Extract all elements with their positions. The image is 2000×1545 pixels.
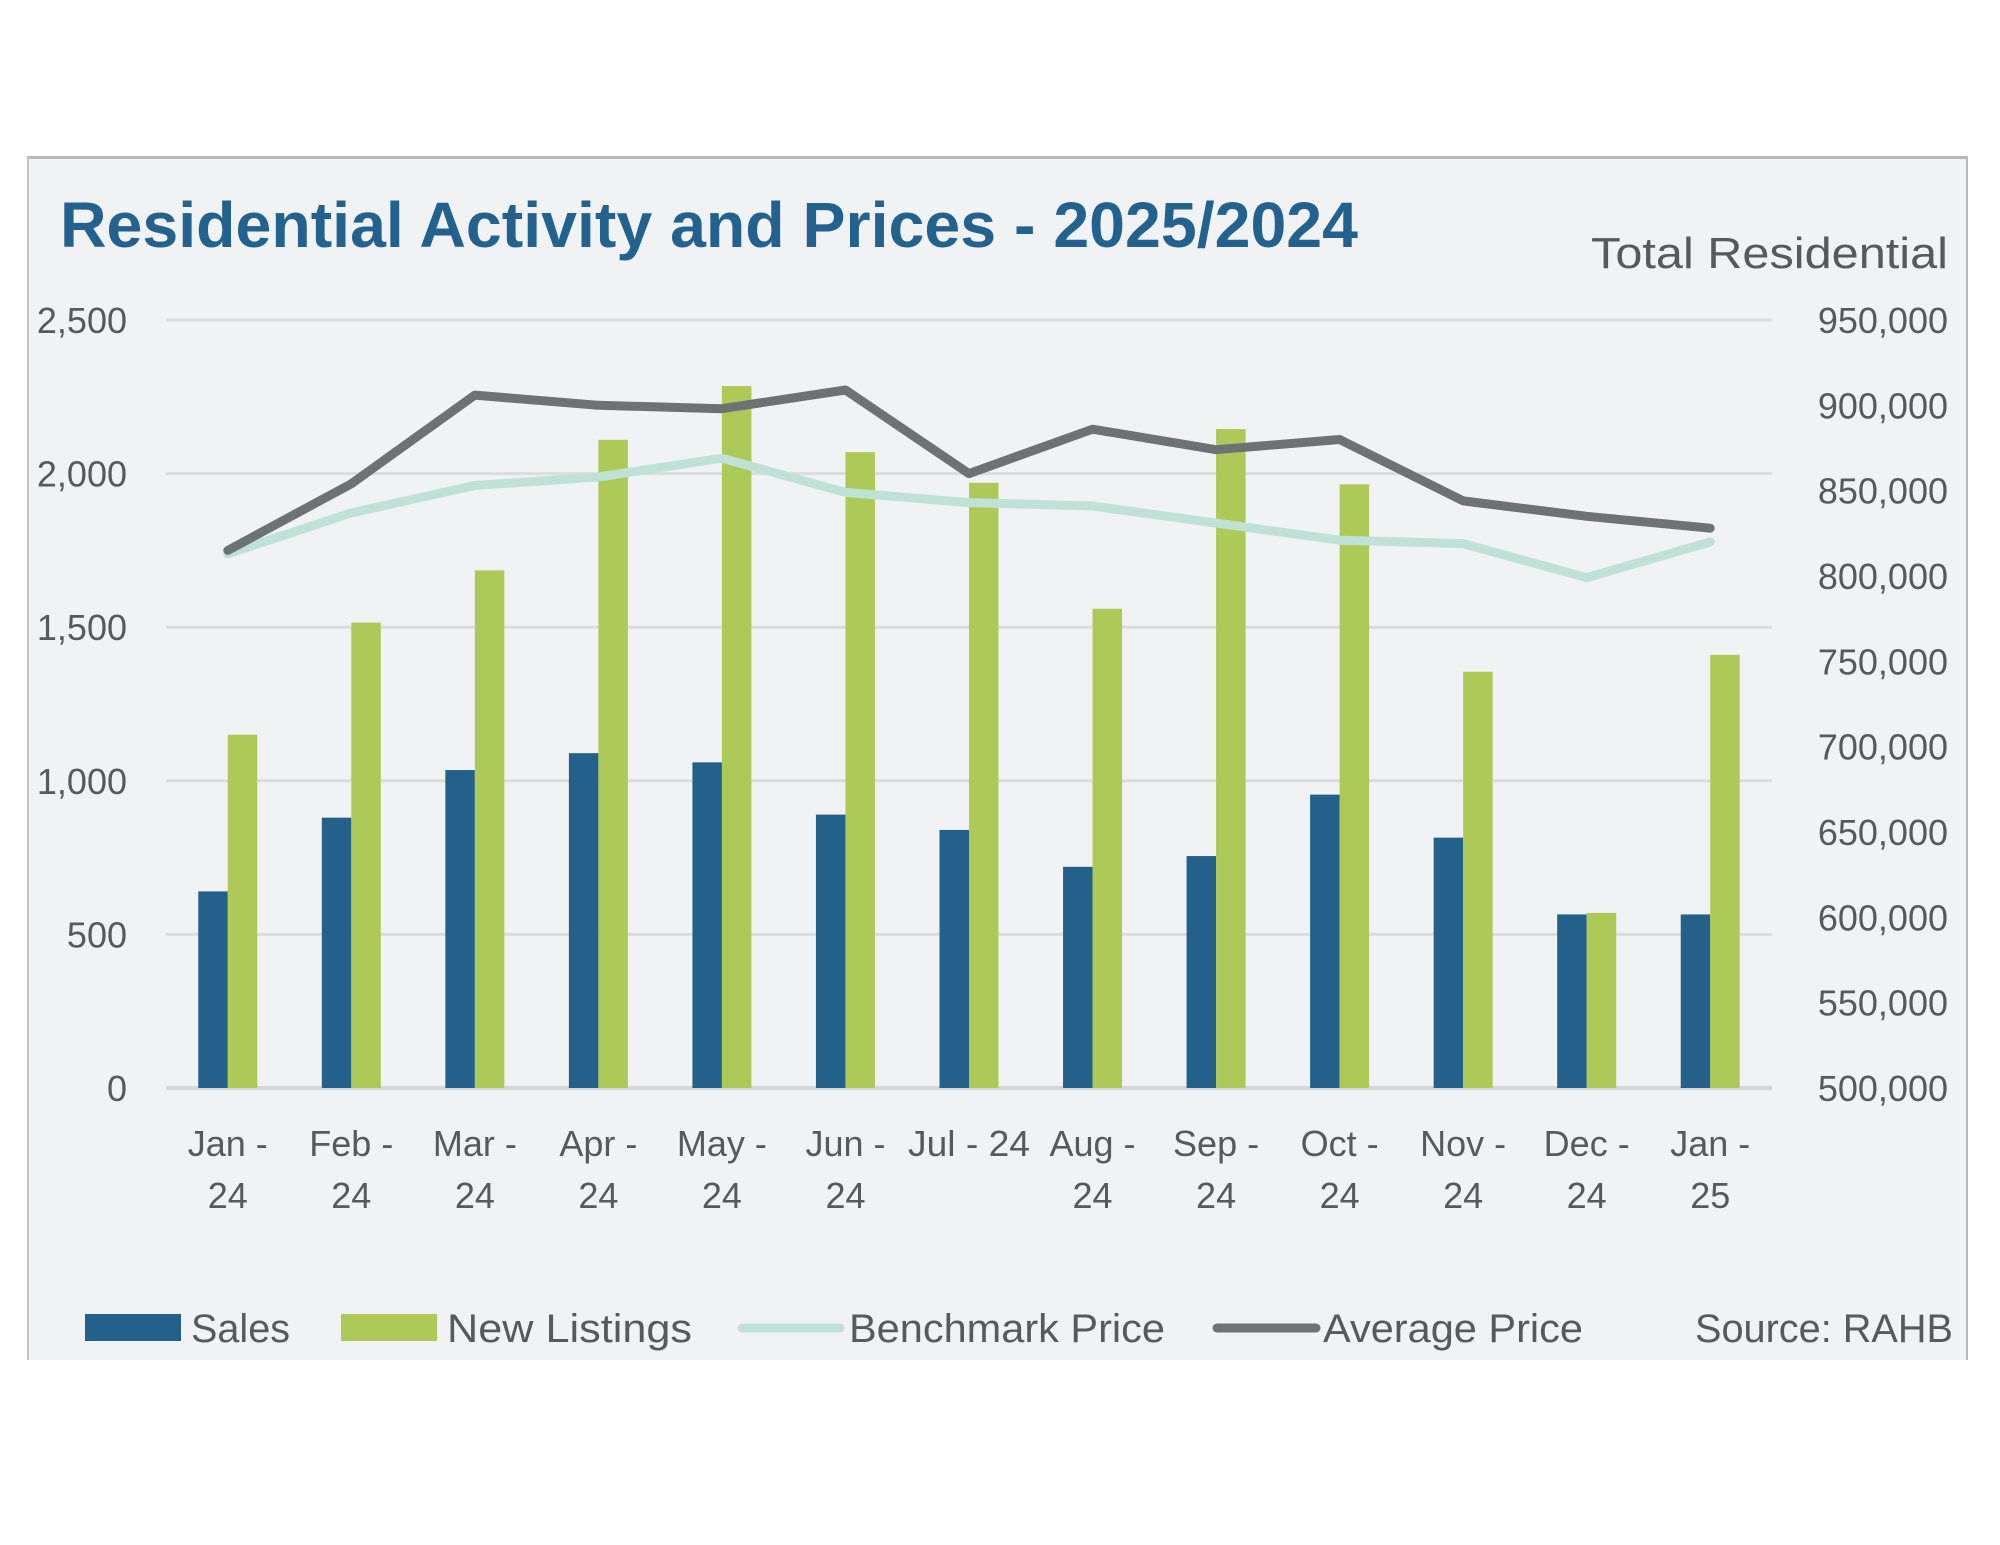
x-tick-label: Jan - bbox=[188, 1123, 268, 1164]
bar-new-listings bbox=[1586, 912, 1617, 1088]
line-average-price bbox=[223, 385, 1715, 555]
x-tick-label: 24 bbox=[825, 1175, 865, 1216]
x-tick-label: 24 bbox=[331, 1175, 371, 1216]
left-tick-label: 2,000 bbox=[37, 454, 127, 495]
legend-label-new-listings: New Listings bbox=[447, 1307, 692, 1351]
legend-label-benchmark-price: Benchmark Price bbox=[849, 1307, 1165, 1351]
lines bbox=[223, 385, 1715, 583]
bar-sales bbox=[445, 770, 475, 1088]
bars bbox=[198, 386, 1740, 1089]
bar-sales bbox=[198, 891, 228, 1088]
bar-new-listings bbox=[1216, 429, 1246, 1088]
x-tick-label: Nov - bbox=[1420, 1123, 1506, 1164]
bar-new-listings bbox=[1092, 608, 1123, 1088]
bar-sales bbox=[1063, 866, 1093, 1088]
bar-sales bbox=[692, 762, 722, 1088]
x-tick-label: 24 bbox=[208, 1175, 248, 1216]
bar-new-listings bbox=[1339, 484, 1370, 1088]
legend-swatch-new-listings bbox=[341, 1314, 437, 1341]
x-tick-label: Jul - 24 bbox=[908, 1123, 1030, 1164]
line-benchmark-price bbox=[223, 453, 1715, 583]
legend-label-sales: Sales bbox=[191, 1307, 290, 1351]
bar-new-listings bbox=[969, 482, 999, 1088]
x-axis-labels: Jan - 24 Feb - 24 Mar - 24 Apr - 24 May - 24 Jun -… bbox=[188, 1123, 1751, 1216]
right-tick-label: 700,000 bbox=[1818, 727, 1948, 768]
bar-sales bbox=[1310, 794, 1340, 1088]
bar-new-listings bbox=[1710, 654, 1740, 1088]
chart-title: Residential Activity and Prices - 2025/2… bbox=[60, 189, 1358, 261]
x-tick-label: Oct - bbox=[1301, 1123, 1379, 1164]
x-tick-label: Dec - bbox=[1544, 1123, 1630, 1164]
bar-sales bbox=[321, 817, 352, 1088]
left-tick-label: 500 bbox=[67, 914, 127, 955]
legend: Sales New Listings Benchmark Price Avera… bbox=[85, 1307, 1953, 1351]
bar-sales bbox=[1186, 856, 1217, 1088]
bar-new-listings bbox=[598, 439, 628, 1089]
x-tick-label: 24 bbox=[1443, 1175, 1483, 1216]
right-tick-label: 650,000 bbox=[1818, 812, 1948, 853]
secondary-axis-title: Total Residential bbox=[1591, 229, 1948, 278]
x-tick-label: 24 bbox=[1196, 1175, 1236, 1216]
right-tick-label: 900,000 bbox=[1818, 385, 1948, 426]
left-axis-ticks: 0 500 1,000 1,500 2,000 2,500 bbox=[37, 300, 127, 1109]
bar-new-listings bbox=[845, 452, 875, 1088]
left-tick-label: 1,000 bbox=[37, 761, 127, 802]
right-tick-label: 500,000 bbox=[1818, 1068, 1948, 1109]
bar-new-listings bbox=[227, 734, 258, 1088]
x-tick-label: May - bbox=[677, 1123, 767, 1164]
x-tick-label: Jun - bbox=[805, 1123, 885, 1164]
x-tick-label: 25 bbox=[1690, 1175, 1730, 1216]
bar-new-listings bbox=[721, 386, 752, 1089]
x-tick-label: Jan - bbox=[1670, 1123, 1750, 1164]
source-note: Source: RAHB bbox=[1695, 1307, 1953, 1351]
legend-label-average-price: Average Price bbox=[1323, 1307, 1583, 1351]
x-tick-label: Mar - bbox=[433, 1123, 517, 1164]
bar-sales bbox=[939, 829, 969, 1088]
bar-new-listings bbox=[474, 570, 505, 1088]
x-tick-label: 24 bbox=[578, 1175, 618, 1216]
right-tick-label: 600,000 bbox=[1818, 897, 1948, 938]
x-tick-label: 24 bbox=[1567, 1175, 1607, 1216]
left-tick-label: 0 bbox=[107, 1068, 127, 1109]
x-tick-label: Aug - bbox=[1050, 1123, 1136, 1164]
legend-swatch-sales bbox=[85, 1314, 181, 1341]
bar-new-listings bbox=[1463, 671, 1493, 1088]
bar-sales bbox=[1680, 914, 1711, 1088]
x-tick-label: 24 bbox=[455, 1175, 495, 1216]
x-tick-label: Apr - bbox=[559, 1123, 637, 1164]
x-tick-label: Sep - bbox=[1173, 1123, 1259, 1164]
left-tick-label: 1,500 bbox=[37, 607, 127, 648]
bar-sales bbox=[568, 753, 599, 1088]
right-tick-label: 800,000 bbox=[1818, 556, 1948, 597]
right-tick-label: 950,000 bbox=[1818, 300, 1948, 341]
bar-sales bbox=[815, 814, 846, 1088]
x-tick-label: Feb - bbox=[309, 1123, 393, 1164]
right-tick-label: 750,000 bbox=[1818, 641, 1948, 682]
x-tick-label: 24 bbox=[702, 1175, 742, 1216]
right-axis-ticks: 500,000 550,000 600,000 650,000 700,000 750,0… bbox=[1818, 300, 1948, 1109]
bar-new-listings bbox=[351, 622, 381, 1088]
x-tick-label: 24 bbox=[1073, 1175, 1113, 1216]
right-tick-label: 550,000 bbox=[1818, 983, 1948, 1024]
x-tick-label: 24 bbox=[1320, 1175, 1360, 1216]
left-tick-label: 2,500 bbox=[37, 300, 127, 341]
right-tick-label: 850,000 bbox=[1818, 471, 1948, 512]
bar-sales bbox=[1433, 837, 1464, 1088]
bar-sales bbox=[1557, 914, 1587, 1088]
